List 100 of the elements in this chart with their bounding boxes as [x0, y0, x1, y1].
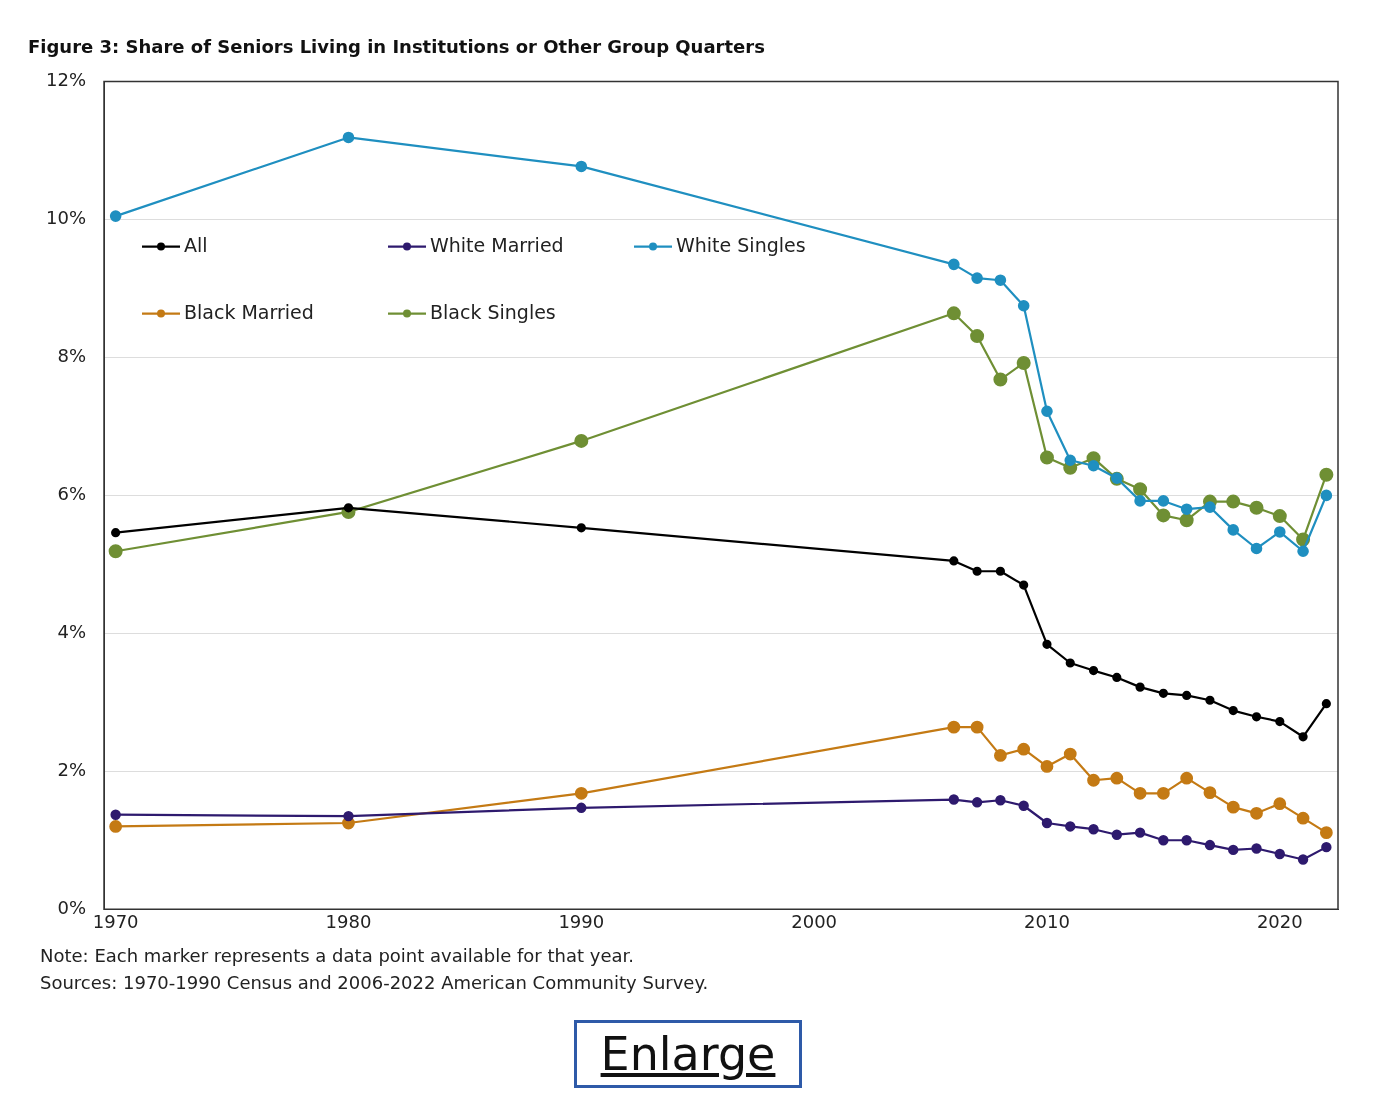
point [1042, 639, 1052, 649]
point [970, 720, 984, 734]
point [1041, 405, 1053, 418]
point [995, 566, 1005, 576]
point [1272, 509, 1287, 524]
y-tick-label: 6% [57, 483, 87, 505]
point [1135, 682, 1145, 692]
point [1134, 827, 1146, 838]
point [1273, 797, 1287, 811]
point [1319, 467, 1334, 482]
point [994, 274, 1007, 287]
point [1298, 732, 1308, 742]
point [108, 544, 123, 559]
point [1228, 844, 1239, 856]
point [1065, 658, 1075, 668]
x-tick-label: 2020 [1256, 910, 1303, 932]
point [110, 809, 121, 820]
y-tick-label: 0% [57, 896, 87, 918]
x-tick-label: 1980 [325, 910, 372, 932]
point [1112, 672, 1122, 683]
point [1018, 800, 1029, 811]
point [1320, 489, 1333, 502]
point [1321, 841, 1332, 853]
point [1274, 848, 1285, 860]
point [1019, 580, 1029, 590]
point [109, 210, 122, 222]
point [576, 523, 586, 533]
point [972, 566, 982, 576]
point [576, 802, 587, 814]
point [1179, 513, 1194, 528]
point [1226, 800, 1240, 814]
point [1204, 839, 1216, 851]
point [1251, 843, 1262, 854]
point [342, 131, 355, 144]
point [949, 556, 959, 566]
point [1205, 695, 1215, 705]
point [343, 810, 354, 822]
point [1017, 742, 1031, 756]
point [1041, 817, 1053, 829]
y-tick-label: 4% [57, 621, 87, 643]
point [574, 786, 588, 800]
point [574, 433, 589, 448]
point [1158, 688, 1168, 698]
point [1063, 747, 1077, 761]
point [1228, 705, 1238, 716]
y-tick-label: 12% [45, 69, 87, 91]
point [1181, 835, 1192, 846]
point [1017, 299, 1030, 312]
point [1110, 771, 1124, 785]
x-tick-label: 1970 [92, 910, 139, 932]
point [109, 820, 123, 833]
point [971, 272, 983, 284]
point [1133, 482, 1148, 497]
legend-label: White Singles [676, 233, 806, 256]
point [1226, 494, 1241, 509]
point [995, 795, 1006, 806]
point [947, 720, 961, 734]
legend-label: Black Singles [430, 300, 556, 323]
point [994, 749, 1007, 762]
point [1250, 806, 1263, 820]
point [1204, 501, 1216, 513]
legend-label: All [184, 233, 208, 256]
point [1087, 459, 1100, 472]
point [1250, 542, 1263, 555]
point [1275, 717, 1285, 727]
point [1227, 524, 1240, 536]
point [1249, 500, 1264, 515]
point [993, 372, 1008, 387]
point [1273, 526, 1286, 538]
text: Enlarge [573, 1020, 803, 1088]
point [1087, 773, 1100, 787]
point [1088, 824, 1099, 835]
point [1157, 495, 1170, 507]
point [1182, 690, 1192, 700]
point [1064, 454, 1077, 467]
point [1156, 786, 1170, 800]
chart-title: Figure 3: Share of Seniors Living in Institutions or Other Group Quarters [28, 36, 765, 58]
point [1319, 826, 1333, 840]
point [1111, 829, 1123, 840]
point [1065, 821, 1076, 832]
x-tick-label: 1990 [558, 910, 605, 932]
point [1016, 355, 1031, 370]
x-tick-label: 2000 [791, 910, 838, 932]
point [948, 258, 960, 271]
point [1203, 786, 1217, 800]
point [1180, 503, 1193, 515]
point [1251, 712, 1262, 722]
point [575, 160, 588, 173]
point [1296, 811, 1310, 825]
x-tick-label: 2010 [1024, 910, 1070, 932]
point [1040, 760, 1054, 773]
point [1134, 495, 1146, 507]
point [1180, 771, 1194, 785]
y-tick-label: 2% [57, 758, 87, 780]
legend-label: Black Married [184, 300, 314, 323]
source-note: Sources: 1970-1990 Census and 2006-2022 American Community Survey. [40, 971, 710, 995]
y-tick-label: 8% [57, 345, 87, 367]
point [1321, 699, 1331, 709]
point [1156, 508, 1171, 523]
text: Note: Each marker represents a data point available for that year. [40, 944, 635, 968]
